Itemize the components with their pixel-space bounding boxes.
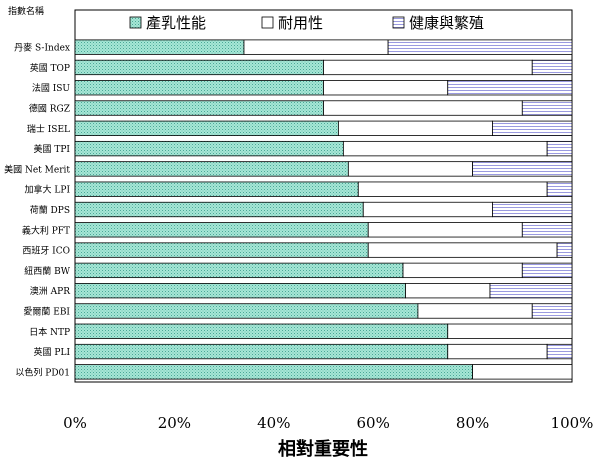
- x-axis-title: 相對重要性: [278, 438, 368, 460]
- bar-segment: [74, 120, 339, 136]
- bar-segment: [338, 120, 493, 136]
- bar-segment: [74, 364, 474, 380]
- bar-segment: [472, 364, 573, 380]
- bar-segment: [367, 222, 523, 238]
- category-label: 愛爾蘭 EBI: [23, 305, 70, 317]
- bar-segment: [243, 39, 389, 55]
- legend-label: 耐用性: [278, 14, 323, 32]
- bar-segment: [362, 201, 493, 218]
- category-label: 瑞士 ISEL: [27, 123, 70, 135]
- bar-segment: [546, 140, 573, 157]
- bar-segment: [74, 100, 324, 116]
- bar-segment: [521, 100, 573, 116]
- bar-segment: [387, 39, 573, 55]
- legend-label: 健康與繁殖: [409, 14, 484, 32]
- bar-segment: [492, 120, 573, 136]
- category-label: 丹麥 S-Index: [14, 42, 70, 54]
- category-label: 美國 Net Merit: [4, 163, 70, 175]
- category-labels: 丹麥 S-Index 英國 TOP 法國 ISU 德國 RGZ 瑞士 ISEL 美國 TP…: [4, 42, 71, 379]
- bar-segment: [74, 161, 349, 177]
- bar-segment: [74, 80, 324, 96]
- legend: 產乳性能 耐用性 健康與繁殖: [129, 14, 484, 32]
- bar-segment: [74, 283, 406, 299]
- x-tick-label: 80%: [456, 414, 489, 432]
- x-tick-label: 20%: [158, 414, 191, 432]
- bar-segment: [74, 343, 449, 360]
- bar-segment: [492, 201, 573, 218]
- bar-segment: [74, 242, 369, 258]
- category-label: 義大利 PFT: [22, 224, 70, 236]
- category-label: 英國 TOP: [30, 62, 70, 74]
- bar-segment: [405, 283, 491, 299]
- bar-segment: [447, 80, 573, 96]
- bar-segment: [447, 343, 548, 360]
- bar-segment: [74, 59, 324, 76]
- bar-segment: [546, 343, 573, 360]
- legend-swatch: [392, 16, 405, 29]
- category-label: 荷蘭 DPS: [30, 204, 70, 216]
- bar-segment: [74, 303, 419, 319]
- x-tick-label: 100%: [551, 414, 594, 432]
- x-tick-label: 0%: [63, 414, 87, 432]
- x-tick-label: 60%: [357, 414, 390, 432]
- bar-segment: [74, 140, 344, 157]
- bar-segment: [521, 262, 573, 279]
- bar-segment: [546, 181, 573, 197]
- bar-segment: [531, 303, 573, 319]
- bar-segment: [489, 283, 573, 299]
- bar-segment: [347, 161, 474, 177]
- category-header: 指數名稱: [8, 5, 44, 17]
- category-label: 澳洲 APR: [30, 285, 70, 297]
- bar-segment: [342, 140, 548, 157]
- bar-segment: [357, 181, 548, 197]
- x-tick-labels: 0% 20% 40% 60% 80% 100%: [63, 414, 593, 432]
- legend-swatch: [129, 16, 142, 29]
- bar-segment: [447, 323, 573, 339]
- category-label: 加拿大 LPI: [25, 184, 71, 196]
- bar-segment: [402, 262, 523, 279]
- category-label: 日本 NTP: [29, 326, 70, 338]
- x-tick-label: 40%: [257, 414, 290, 432]
- bar-segment: [323, 59, 533, 76]
- bar-segment: [74, 323, 449, 339]
- bar-segment: [323, 100, 523, 116]
- category-label: 英國 PLI: [34, 346, 71, 358]
- category-label: 西班牙 ICO: [22, 245, 70, 257]
- bar-segment: [417, 303, 533, 319]
- category-label: 德國 RGZ: [29, 103, 70, 115]
- legend-swatch: [261, 16, 274, 29]
- bar-segment: [472, 161, 573, 177]
- category-label: 紐西蘭 BW: [24, 265, 70, 277]
- bar-segment: [74, 181, 359, 197]
- bar-segment: [74, 201, 364, 218]
- bar-segment: [521, 222, 573, 238]
- bars-group: [74, 39, 573, 380]
- category-label: 以色列 PD01: [15, 366, 70, 378]
- bar-segment: [74, 222, 369, 238]
- legend-label: 產乳性能: [146, 14, 206, 32]
- category-label: 美國 TPI: [34, 143, 71, 155]
- category-label: 法國 ISU: [32, 82, 71, 94]
- bar-segment: [74, 262, 404, 279]
- bar-segment: [531, 59, 573, 76]
- bar-segment: [323, 80, 449, 96]
- bar-segment: [367, 242, 558, 258]
- bar-segment: [556, 242, 573, 258]
- bar-segment: [74, 39, 245, 55]
